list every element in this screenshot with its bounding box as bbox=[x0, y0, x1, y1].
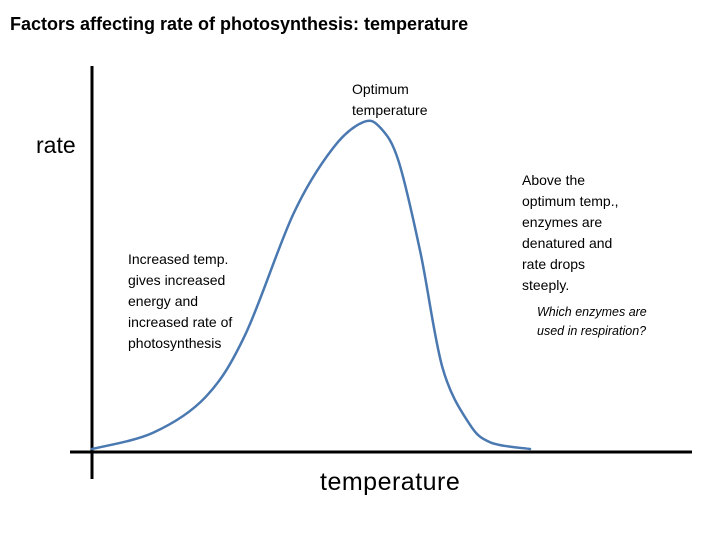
annotation-increase: Increased temp. gives increased energy a… bbox=[128, 251, 233, 351]
x-axis-label: temperature bbox=[320, 468, 461, 496]
annotation-optimum: Optimum temperature bbox=[352, 81, 428, 118]
chart-title: Factors affecting rate of photosynthesis… bbox=[10, 14, 469, 34]
y-axis-label: rate bbox=[36, 132, 76, 158]
annotation-question: Which enzymes are used in respiration? bbox=[537, 305, 647, 338]
annotation-denature: Above the optimum temp., enzymes are den… bbox=[522, 172, 619, 293]
series-line-rate bbox=[90, 119, 532, 451]
